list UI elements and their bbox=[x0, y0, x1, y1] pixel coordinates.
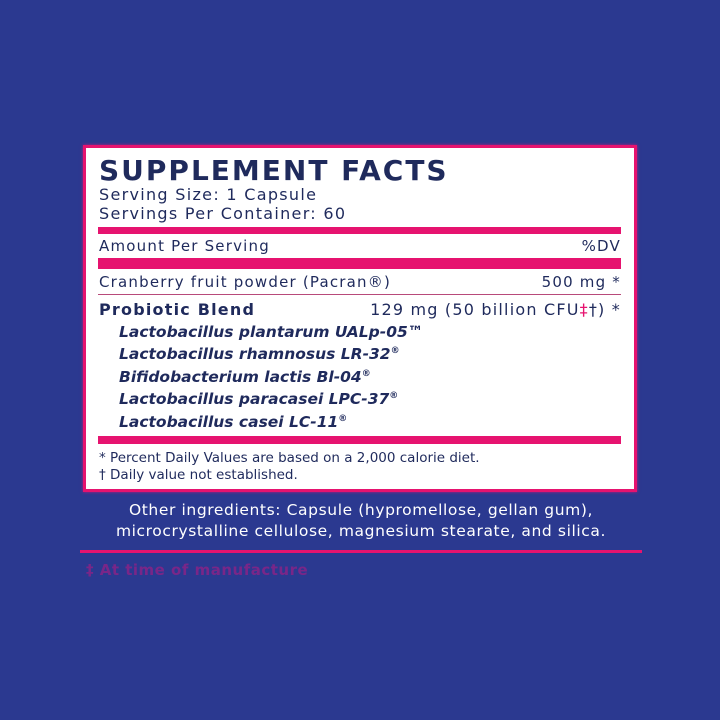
other-ingredients: Other ingredients: Capsule (hypromellose… bbox=[115, 501, 607, 540]
ingredient-name: Probiotic Blend bbox=[99, 300, 256, 319]
ingredient-amount: 500 mg * bbox=[541, 273, 621, 291]
ingredient-row: Probiotic Blend 129 mg (50 billion CFU‡†… bbox=[99, 300, 621, 319]
amount-header: Amount Per Serving bbox=[99, 237, 270, 255]
dv-header: %DV bbox=[581, 237, 621, 255]
strain-item: Lactobacillus paracasei LPC-37® bbox=[119, 390, 399, 408]
servings-per-container: Servings Per Container: 60 bbox=[99, 204, 347, 223]
divider bbox=[98, 294, 621, 295]
strain-item: Lactobacillus plantarum UALp-05™ bbox=[119, 323, 424, 341]
strain-item: Lactobacillus casei LC-11® bbox=[119, 413, 348, 431]
serving-size: Serving Size: 1 Capsule bbox=[99, 185, 318, 204]
divider bbox=[98, 258, 621, 269]
label-title: SUPPLEMENT FACTS bbox=[99, 154, 449, 187]
footnote: * Percent Daily Values are based on a 2,… bbox=[99, 450, 480, 466]
divider bbox=[98, 436, 621, 444]
ingredient-name: Cranberry fruit powder (Pacran®) bbox=[99, 273, 392, 291]
strain-item: Bifidobacterium lactis Bl-04® bbox=[119, 368, 371, 386]
ingredient-row: Cranberry fruit powder (Pacran®) 500 mg … bbox=[99, 273, 621, 291]
ingredient-amount: 129 mg (50 billion CFU‡†) * bbox=[370, 300, 621, 319]
strain-item: Lactobacillus rhamnosus LR-32® bbox=[119, 345, 400, 363]
divider bbox=[80, 550, 642, 553]
supplement-facts-panel: SUPPLEMENT FACTS Serving Size: 1 Capsule… bbox=[83, 145, 637, 492]
divider bbox=[98, 227, 621, 234]
footnote: † Daily value not established. bbox=[99, 467, 298, 483]
footer-note: ‡ At time of manufacture bbox=[86, 561, 309, 579]
header-row: Amount Per Serving %DV bbox=[99, 237, 621, 255]
